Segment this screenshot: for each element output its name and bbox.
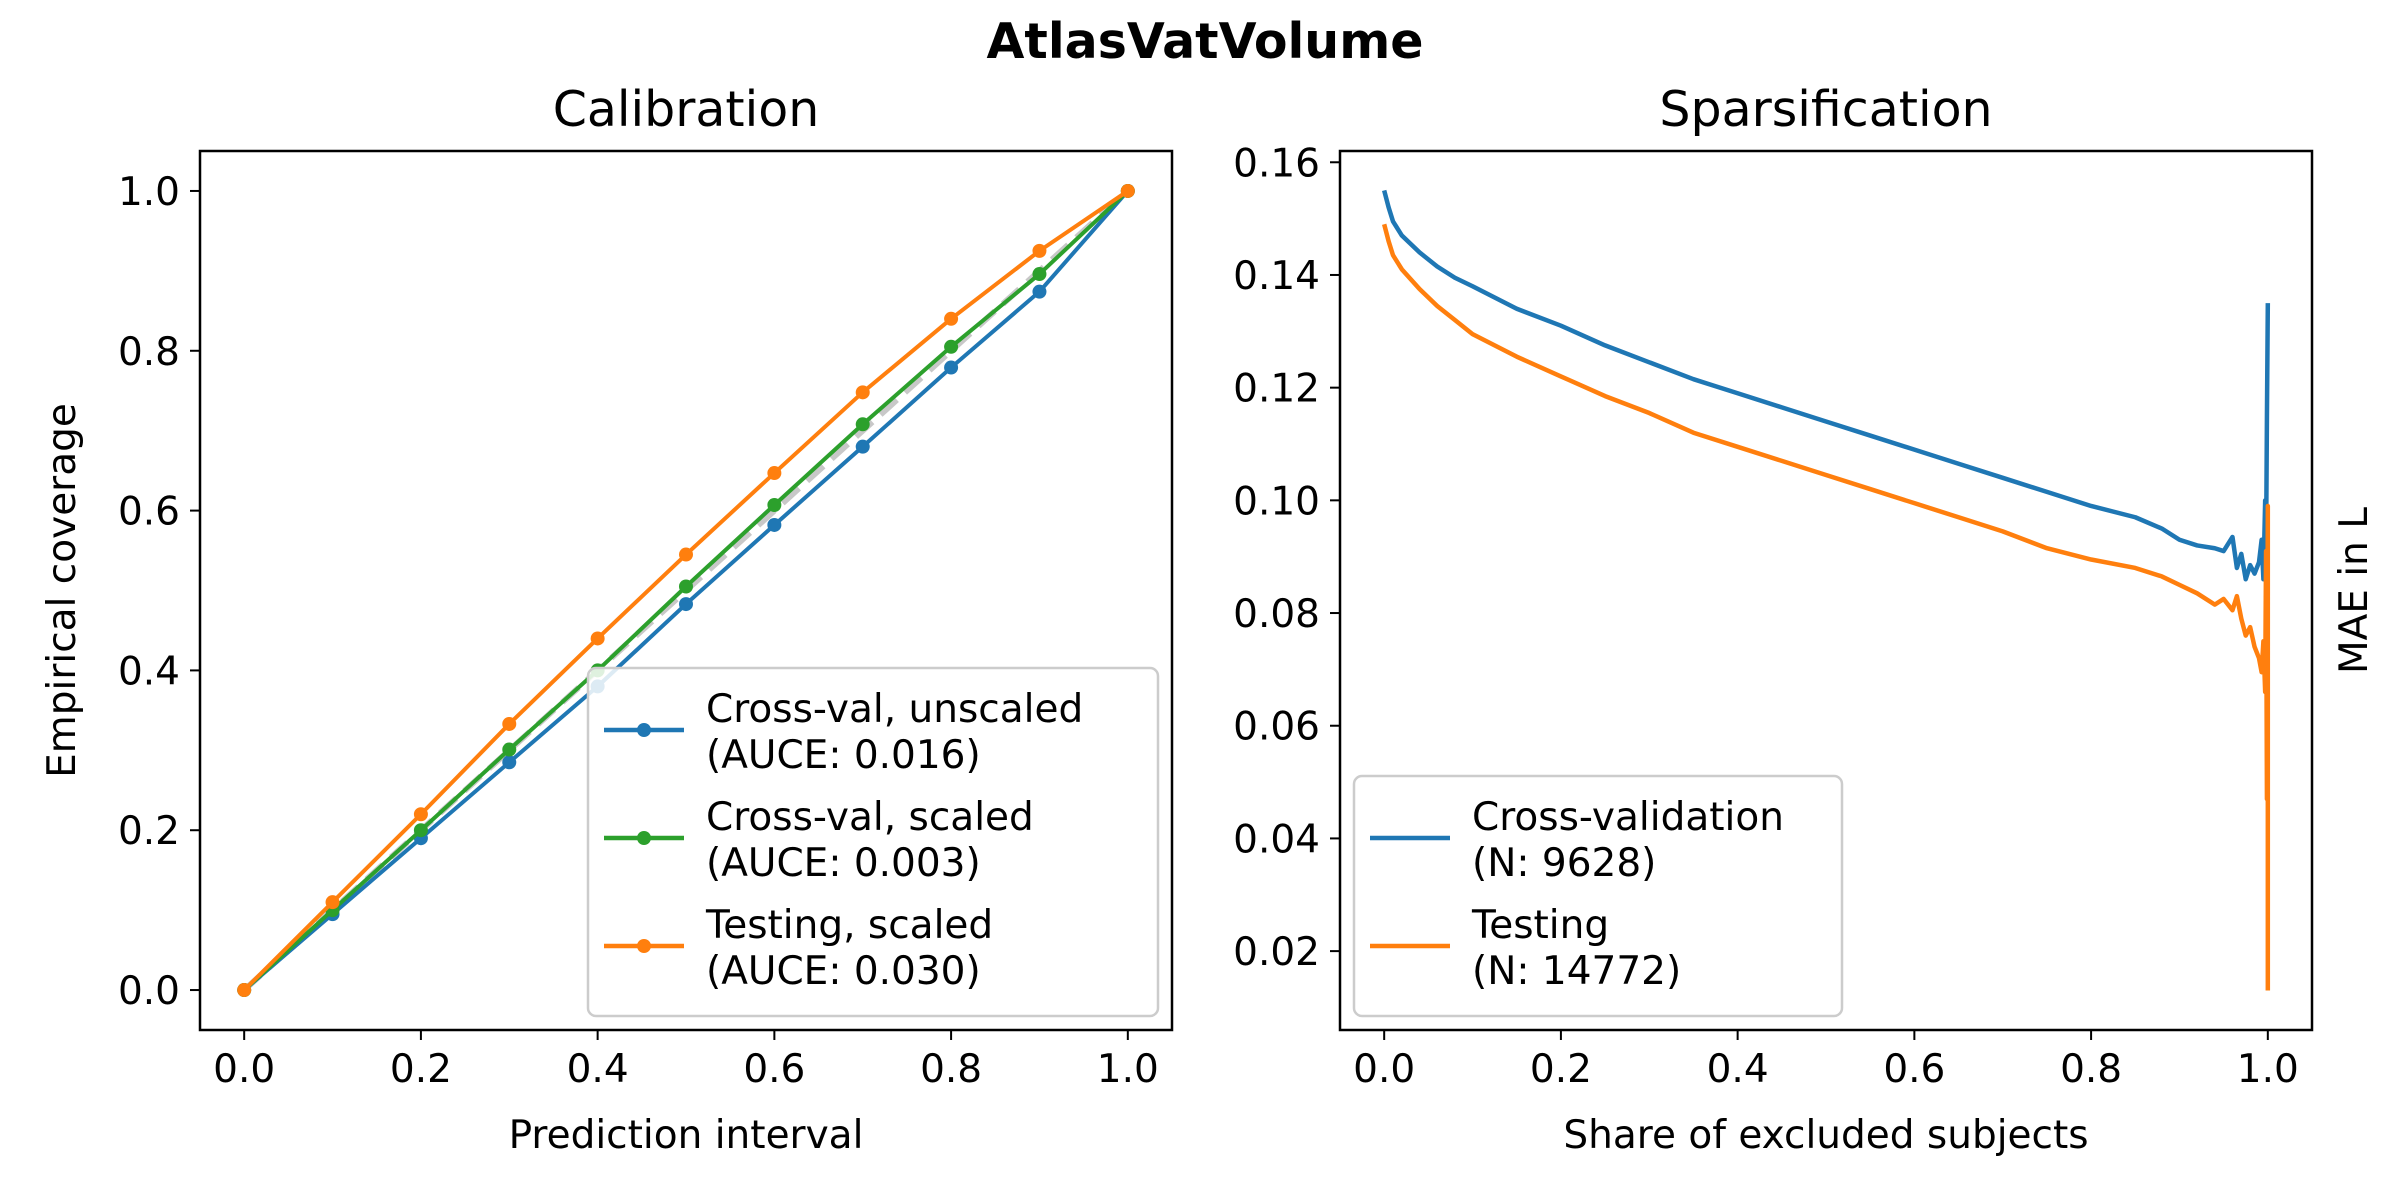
series-testing-scaled-point — [1032, 243, 1047, 258]
y-tick-label: 0.04 — [1233, 817, 1320, 862]
series-testing-scaled-point — [325, 895, 340, 910]
x-tick-label: 1.0 — [2237, 1047, 2299, 1092]
y-tick-label: 0.0 — [118, 969, 180, 1014]
x-tick-label: 0.4 — [567, 1047, 629, 1092]
series-testing-scaled-point — [679, 547, 693, 562]
legend: Cross-validation(N: 9628) Testing(N: 1477… — [1352, 774, 1844, 1018]
panel-title: Sparsification — [1659, 81, 1992, 138]
y-tick-label: 1.0 — [118, 170, 180, 215]
y-tick-label: 0.10 — [1233, 479, 1320, 524]
x-axis-label: Prediction interval — [509, 1113, 864, 1158]
y-tick-label: 0.8 — [118, 330, 180, 375]
y-tick-label: 0.14 — [1233, 254, 1320, 299]
y-axis-label: MAE in L — [2332, 507, 2377, 674]
series-cross-val-unscaled-point — [502, 755, 517, 770]
y-tick-label: 0.6 — [118, 490, 180, 535]
y-tick-label: 0.02 — [1233, 930, 1320, 975]
plot-area — [1382, 189, 2271, 991]
calibration-panel: Calibration 0.0 0.2 0.4 0.6 0.8 1.0 0.0 0.2 0.4 0.… — [40, 81, 1174, 1158]
x-axis-label: Share of excluded subjects — [1563, 1113, 2088, 1158]
axes-frame — [1338, 149, 2314, 1032]
series-cross-val-unscaled-point — [679, 597, 693, 612]
x-tick-label: 0.0 — [1353, 1047, 1415, 1092]
x-tick-label: 0.4 — [1707, 1047, 1769, 1092]
y-tick-label: 0.06 — [1233, 705, 1320, 750]
legend-metric: (N: 9628) — [1472, 841, 1656, 886]
x-tick-label: 1.0 — [1097, 1047, 1159, 1092]
legend-swatch-marker — [637, 939, 651, 953]
y-tick-label: 0.2 — [118, 809, 180, 854]
axes-frame — [198, 149, 1174, 1032]
y-axis-label: Empirical coverage — [40, 403, 85, 778]
x-tick-label: 0.8 — [2060, 1047, 2122, 1092]
series-cross-val-unscaled-point — [944, 360, 959, 375]
x-tick-label: 0.8 — [920, 1047, 982, 1092]
legend-label: Cross-val, scaled — [706, 795, 1034, 840]
legend-swatch-marker — [637, 723, 651, 737]
series-cross-validation-line — [1382, 189, 2271, 582]
series-cross-val-scaled-point — [944, 339, 959, 354]
series-cross-val-scaled-point — [413, 823, 428, 838]
plot-area — [237, 183, 1135, 998]
series-cross-val-unscaled-point — [1032, 284, 1047, 299]
x-tick-label: 0.2 — [1530, 1047, 1592, 1092]
series-cross-val-scaled-point — [1032, 267, 1047, 282]
series-cross-val-scaled-point — [855, 417, 870, 432]
sparsification-panel: Sparsification 0.0 0.2 0.4 0.6 0.8 1.0 0.02 0.04… — [1233, 81, 2377, 1158]
series-testing-scaled-point — [1120, 183, 1135, 198]
legend-metric: (AUCE: 0.016) — [706, 733, 981, 778]
legend-swatch-marker — [637, 831, 651, 845]
legend-metric: (AUCE: 0.003) — [706, 841, 981, 886]
series-testing-scaled-point — [767, 466, 782, 481]
series-cross-val-scaled-point — [679, 579, 693, 594]
series-testing-scaled-point — [855, 385, 870, 400]
series-cross-val-unscaled-point — [767, 517, 782, 532]
y-tick-label: 0.08 — [1233, 592, 1320, 637]
y-tick-label: 0.12 — [1233, 367, 1320, 412]
series-testing-scaled-point — [944, 311, 959, 326]
x-tick-label: 0.2 — [390, 1047, 452, 1092]
x-tick-label: 0.6 — [743, 1047, 805, 1092]
y-tick-label: 0.16 — [1233, 141, 1320, 186]
series-cross-val-unscaled-point — [855, 439, 870, 454]
series-testing-line — [1382, 223, 2271, 991]
x-tick-label: 0.6 — [1883, 1047, 1945, 1092]
series-cross-val-scaled-point — [767, 497, 782, 512]
x-tick-label: 0.0 — [213, 1047, 275, 1092]
legend-box — [1352, 774, 1844, 1018]
legend-label: Cross-val, unscaled — [706, 687, 1083, 732]
figure-title: AtlasVatVolume — [987, 13, 1424, 70]
series-testing-scaled-point — [413, 807, 428, 822]
legend: Cross-val, unscaled(AUCE: 0.016) Cross-va… — [586, 666, 1160, 1018]
legend-metric: (AUCE: 0.030) — [706, 949, 981, 994]
series-testing-scaled-point — [502, 716, 517, 731]
panel-title: Calibration — [553, 81, 820, 138]
legend-label: Testing — [1471, 903, 1609, 948]
legend-box — [586, 666, 1160, 1018]
legend-label: Testing, scaled — [705, 903, 993, 948]
series-testing-scaled-point — [590, 631, 605, 646]
y-tick-label: 0.4 — [118, 649, 180, 694]
legend-metric: (N: 14772) — [1472, 949, 1681, 994]
series-cross-val-scaled-point — [502, 742, 517, 757]
legend-label: Cross-validation — [1472, 795, 1784, 840]
series-testing-scaled-point — [237, 983, 252, 998]
